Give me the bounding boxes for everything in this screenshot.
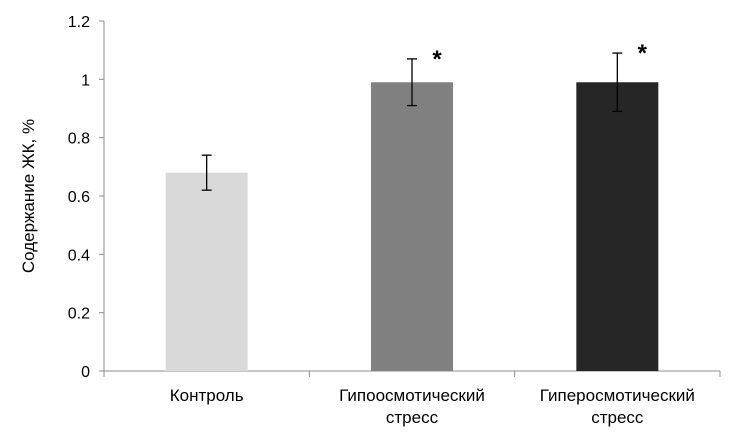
y-tick-label: 1.2 <box>68 14 90 31</box>
x-tick-label: Гипоосмотический <box>339 386 485 405</box>
significance-star: * <box>432 46 442 73</box>
y-tick-label: 0.2 <box>68 306 90 323</box>
bar <box>371 82 453 371</box>
bar <box>165 172 248 371</box>
y-tick-label: 0.6 <box>68 189 90 206</box>
x-tick-label: Гиперосмотический <box>540 386 695 405</box>
y-tick-label: 0.4 <box>68 247 90 264</box>
category-labels: Контроль Гипоосмотический стресс Гиперосмот… <box>170 386 695 427</box>
y-tick-label: 0.8 <box>68 131 90 148</box>
x-ticks <box>103 371 721 377</box>
x-tick-label: Контроль <box>170 386 244 405</box>
y-tick-label: 1 <box>81 72 90 89</box>
y-ticks: 0 0.2 0.4 0.6 0.8 1 1.2 <box>68 14 104 381</box>
y-tick-label: 0 <box>81 364 90 381</box>
y-axis-title: Содержание ЖК, % <box>19 119 38 273</box>
x-tick-label: стресс <box>591 408 644 427</box>
error-bars <box>201 52 623 191</box>
bar <box>576 82 659 371</box>
significance-marks: * * <box>432 40 647 73</box>
x-tick-label: стресс <box>386 408 439 427</box>
significance-star: * <box>638 40 648 67</box>
bars <box>165 82 659 371</box>
